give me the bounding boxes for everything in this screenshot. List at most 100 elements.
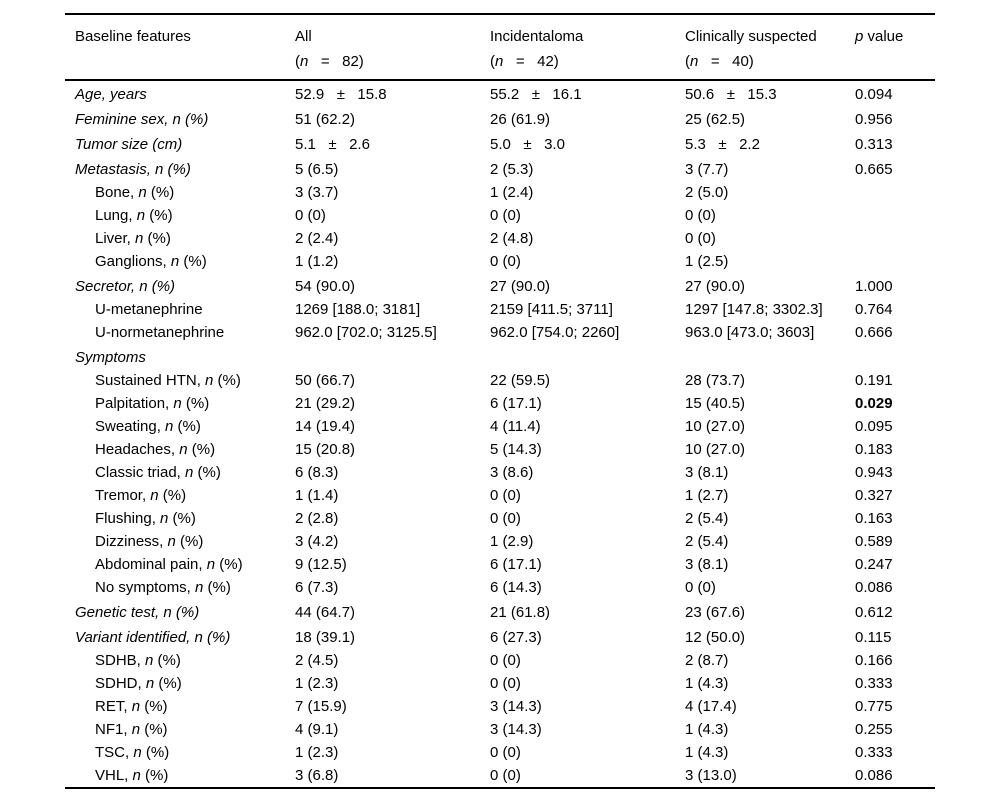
cell-all: 2 (2.4) [295,230,339,247]
cell-all: 18 (39.1) [295,629,356,646]
header-n-incidentaloma: (n = 42) [490,52,559,70]
cell-all: 50 (66.7) [295,372,356,389]
cell-clinically-suspected: 5.3 ± 2.2 [685,136,760,153]
cell-incidentaloma: 2 (5.3) [490,161,534,178]
cell-incidentaloma: 0 (0) [490,675,521,692]
header-row-labels: Baseline features All Incidentaloma Clin… [65,14,935,47]
cell-pvalue: 0.255 [855,721,893,738]
cell-incidentaloma: 27 (90.0) [490,278,551,295]
row-label: U-normetanephrine [95,324,225,341]
cell-pvalue: 0.764 [855,301,893,318]
cell-pvalue: 0.956 [855,111,893,128]
row-label: Headaches, n (%) [95,441,216,458]
row-label: Lung, n (%) [95,207,173,224]
cell-pvalue: 0.666 [855,324,893,341]
row-label: Flushing, n (%) [95,510,196,527]
cell-pvalue: 0.191 [855,372,893,389]
table-row: Abdominal pain, n (%) 9 (12.5) 6 (17.1) 3 (… [65,553,935,576]
cell-all: 4 (9.1) [295,721,339,738]
row-label: TSC, n (%) [95,744,170,761]
cell-all: 6 (8.3) [295,464,339,481]
row-label: SDHD, n (%) [95,675,182,692]
table-row: Variant identified, n (%) 18 (39.1) 6 (27.… [65,624,935,649]
table-row: RET, n (%) 7 (15.9) 3 (14.3) 4 (17.4) 0.775 [65,695,935,718]
row-label: Classic triad, n (%) [95,464,221,481]
row-label: Palpitation, n (%) [95,395,210,412]
baseline-features-table-wrap: Baseline features All Incidentaloma Clin… [65,13,935,789]
cell-all: 52.9 ± 15.8 [295,86,387,103]
row-label: Tremor, n (%) [95,487,187,504]
cell-clinically-suspected: 12 (50.0) [685,629,746,646]
cell-all: 3 (4.2) [295,533,339,550]
row-label: Tumor size (cm) [75,136,183,153]
table-row: Sustained HTN, n (%) 50 (66.7) 22 (59.5) 28… [65,369,935,392]
cell-incidentaloma: 55.2 ± 16.1 [490,86,582,103]
header-group-incidentaloma: Incidentaloma [490,28,584,45]
row-label: Bone, n (%) [95,184,175,201]
table-row: Lung, n (%) 0 (0) 0 (0) 0 (0) [65,204,935,227]
cell-clinically-suspected: 1 (2.5) [685,253,729,270]
cell-clinically-suspected [685,344,855,369]
cell-incidentaloma: 0 (0) [490,767,521,784]
row-label: Abdominal pain, n (%) [95,556,243,573]
row-label: No symptoms, n (%) [95,579,231,596]
cell-pvalue: 0.086 [855,579,893,596]
baseline-features-table: Baseline features All Incidentaloma Clin… [65,13,935,789]
cell-all: 1 (2.3) [295,675,339,692]
cell-clinically-suspected: 2 (5.4) [685,510,729,527]
cell-incidentaloma: 3 (14.3) [490,698,542,715]
cell-clinically-suspected: 3 (8.1) [685,464,729,481]
row-label: Dizziness, n (%) [95,533,204,550]
table-row: Dizziness, n (%) 3 (4.2) 1 (2.9) 2 (5.4) 0.5… [65,530,935,553]
cell-pvalue [855,181,935,204]
table-row: Symptoms [65,344,935,369]
cell-pvalue [855,250,935,273]
cell-clinically-suspected: 0 (0) [685,207,716,224]
cell-pvalue: 0.313 [855,136,893,153]
cell-all: 1 (1.2) [295,253,339,270]
cell-clinically-suspected: 50.6 ± 15.3 [685,86,777,103]
cell-incidentaloma: 2159 [411.5; 3711] [490,301,613,318]
cell-pvalue [855,204,935,227]
table-row: Genetic test, n (%) 44 (64.7) 21 (61.8) 23 … [65,599,935,624]
cell-clinically-suspected: 2 (8.7) [685,652,729,669]
table-row: Bone, n (%) 3 (3.7) 1 (2.4) 2 (5.0) [65,181,935,204]
table-row: NF1, n (%) 4 (9.1) 3 (14.3) 1 (4.3) 0.255 [65,718,935,741]
cell-all: 3 (6.8) [295,767,339,784]
cell-incidentaloma: 0 (0) [490,652,521,669]
table-row: Liver, n (%) 2 (2.4) 2 (4.8) 0 (0) [65,227,935,250]
cell-incidentaloma: 0 (0) [490,487,521,504]
cell-incidentaloma: 21 (61.8) [490,604,551,621]
header-p-value: p value [855,28,904,45]
cell-pvalue: 0.166 [855,652,893,669]
cell-all: 15 (20.8) [295,441,356,458]
table-row: Palpitation, n (%) 21 (29.2) 6 (17.1) 15 (4… [65,392,935,415]
row-label: Metastasis, n (%) [75,161,191,178]
table-row: Tremor, n (%) 1 (1.4) 0 (0) 1 (2.7) 0.327 [65,484,935,507]
table-row: U-normetanephrine 962.0 [702.0; 3125.5] 96… [65,321,935,344]
cell-pvalue: 0.327 [855,487,893,504]
cell-all: 14 (19.4) [295,418,356,435]
row-label: Feminine sex, n (%) [75,111,209,128]
cell-incidentaloma: 3 (14.3) [490,721,542,738]
table-row: Feminine sex, n (%) 51 (62.2) 26 (61.9) 25 … [65,106,935,131]
cell-all: 7 (15.9) [295,698,347,715]
table-header: Baseline features All Incidentaloma Clin… [65,14,935,80]
cell-incidentaloma [490,344,685,369]
cell-incidentaloma: 1 (2.4) [490,184,534,201]
table-row: Tumor size (cm) 5.1 ± 2.6 5.0 ± 3.0 5.3 ± 2… [65,131,935,156]
cell-all: 51 (62.2) [295,111,356,128]
cell-incidentaloma: 6 (27.3) [490,629,542,646]
cell-pvalue: 0.094 [855,86,893,103]
cell-incidentaloma: 2 (4.8) [490,230,534,247]
table-row: U-metanephrine 1269 [188.0; 3181] 2159 [41… [65,298,935,321]
cell-all: 6 (7.3) [295,579,339,596]
row-label: Genetic test, n (%) [75,604,200,621]
cell-clinically-suspected: 10 (27.0) [685,418,746,435]
cell-pvalue: 0.333 [855,675,893,692]
cell-clinically-suspected: 25 (62.5) [685,111,746,128]
table-row: Sweating, n (%) 14 (19.4) 4 (11.4) 10 (27.0… [65,415,935,438]
cell-incidentaloma: 0 (0) [490,744,521,761]
cell-incidentaloma: 5 (14.3) [490,441,542,458]
cell-incidentaloma: 0 (0) [490,253,521,270]
